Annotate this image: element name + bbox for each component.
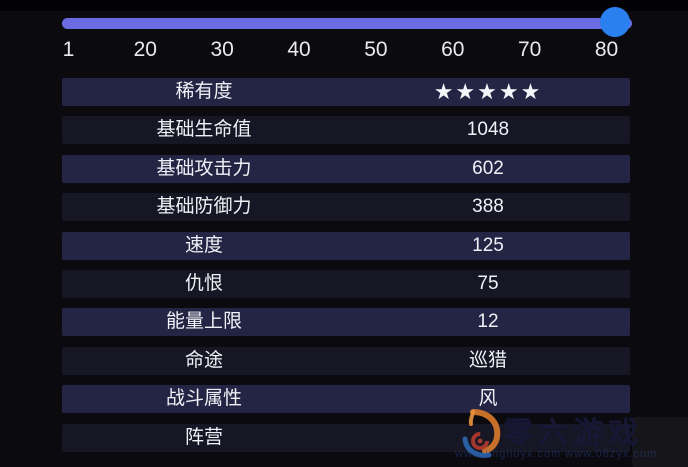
stat-row-base-atk: 基础攻击力 602 [62, 154, 630, 183]
stat-label: 基础防御力 [156, 196, 252, 218]
level-label-40: 40 [287, 38, 311, 61]
stat-label: 基础生命值 [156, 119, 252, 141]
stat-row-path: 命途 巡猎 [62, 346, 630, 375]
stat-value: 75 [477, 272, 499, 294]
level-label-80: 80 [594, 38, 619, 61]
stat-row-element: 战斗属性 风 [62, 385, 630, 414]
stat-row-max-energy: 能量上限 12 [62, 308, 630, 337]
rarity-stars: ★★★★★ [433, 79, 543, 104]
stat-value: 12 [477, 311, 499, 333]
level-label-1: 1 [62, 38, 75, 61]
stat-value: 125 [472, 234, 504, 256]
watermark-logo-icon [462, 409, 501, 458]
level-label-20: 20 [133, 38, 157, 61]
stat-label: 阵营 [184, 426, 223, 448]
stat-value: 602 [472, 157, 504, 179]
level-label-60: 60 [441, 38, 465, 61]
stat-label: 战斗属性 [165, 388, 242, 410]
stat-row-base-hp: 基础生命值 1048 [62, 116, 630, 145]
stat-label: 能量上限 [165, 311, 242, 333]
stat-value: 巡猎 [468, 349, 507, 371]
stat-row-taunt: 仇恨 75 [62, 269, 630, 298]
stat-label: 速度 [184, 234, 223, 256]
stat-row-base-def: 基础防御力 388 [62, 193, 630, 222]
level-label-50: 50 [364, 38, 388, 61]
watermark-brand-text: 零六游戏 [503, 417, 643, 450]
stat-label: 仇恨 [184, 272, 223, 294]
stat-row-faction: 阵营 [62, 423, 630, 452]
stat-label: 命途 [184, 349, 223, 371]
stat-value: 风 [478, 388, 498, 410]
stat-value: 1048 [466, 119, 510, 141]
stats-table: 稀有度 ★★★★★ 基础生命值 1048 基础攻击力 602 基础防御力 388… [62, 78, 630, 462]
level-slider-thumb[interactable] [600, 7, 630, 37]
level-scale: 1 20 30 40 50 60 70 80 [30, 37, 645, 63]
stat-value: 388 [472, 196, 504, 218]
level-label-70: 70 [518, 38, 542, 61]
top-strip [0, 0, 688, 11]
stat-label: 稀有度 [175, 81, 233, 102]
watermark-backdrop [632, 417, 688, 467]
level-slider-track[interactable] [62, 18, 632, 29]
stat-label: 基础攻击力 [156, 157, 252, 179]
watermark-url-text: www.lingliuyx.com www.06zyx.com [455, 448, 658, 460]
stat-row-speed: 速度 125 [62, 231, 630, 260]
level-label-30: 30 [210, 38, 234, 61]
stat-row-rarity: 稀有度 ★★★★★ [62, 78, 630, 106]
